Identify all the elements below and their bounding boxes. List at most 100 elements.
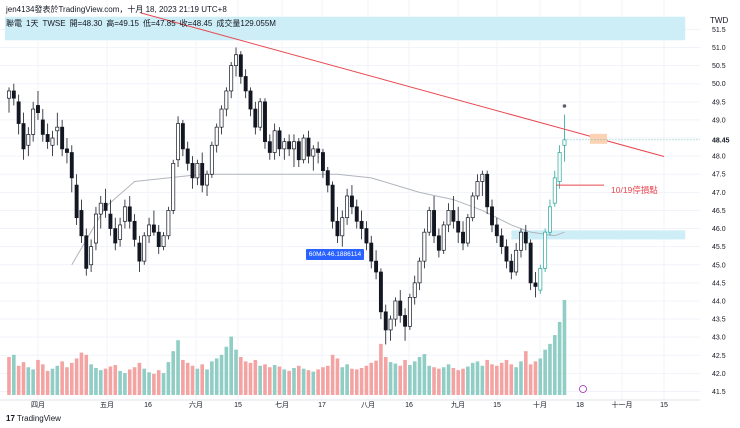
legend-high: 高=49.15 (106, 19, 139, 28)
x-tick-label: 十月 (533, 400, 547, 409)
last-price-label-bg (708, 134, 738, 146)
candle-body (253, 108, 258, 128)
candle-body (166, 210, 171, 237)
volume-bar (485, 359, 489, 395)
x-tick-label: 四月 (31, 401, 45, 409)
candle-body (306, 137, 311, 157)
volume-bar (461, 368, 465, 395)
candle-body (282, 141, 287, 150)
volume-bar (499, 362, 504, 395)
volume-bar (45, 370, 50, 395)
volume-bar (287, 370, 291, 395)
volume-bar (234, 349, 238, 395)
volume-bar (55, 365, 60, 395)
candle-body (205, 173, 209, 186)
candle-body (548, 206, 552, 233)
candle-body (330, 184, 335, 222)
candle-body (171, 163, 176, 211)
trendline[interactable] (140, 12, 665, 157)
candle-body (127, 206, 132, 222)
volume-bar (427, 365, 432, 395)
volume-bar (422, 354, 427, 395)
candle-body (292, 141, 296, 150)
candle-body (7, 90, 11, 99)
candle-body (316, 148, 321, 153)
volume-bar (263, 364, 267, 395)
candle-body (214, 126, 219, 146)
candle-body (393, 300, 398, 320)
candle-body (480, 173, 485, 182)
candle-body (533, 282, 538, 287)
candle-body (499, 235, 504, 248)
trendline-line[interactable] (140, 12, 665, 157)
volume-bar (359, 367, 364, 395)
volume-bar (108, 366, 113, 395)
volume-bar (50, 368, 55, 395)
volume-bar (374, 360, 378, 395)
candle-body (359, 220, 364, 229)
candle-body (301, 137, 306, 161)
candle-body (89, 246, 94, 266)
candle-body (552, 177, 557, 204)
candle-body (21, 123, 26, 150)
tradingview-logo-icon: 17 (6, 414, 15, 423)
volume-bar (132, 367, 137, 395)
candle-body (412, 282, 417, 298)
candle-body (335, 220, 340, 237)
y-tick-label: 42.0 (712, 371, 726, 378)
candle-body (374, 260, 379, 273)
volume-bar (243, 361, 248, 395)
candle-body (103, 202, 108, 211)
tradingview-logo-text: TradingView (16, 414, 61, 423)
candle-body (31, 108, 36, 135)
volume-bar (301, 368, 306, 395)
y-axis[interactable]: 51.551.050.550.049.549.048.548.047.547.0… (708, 27, 738, 396)
volume-bar (84, 354, 89, 395)
volume-bar (379, 343, 383, 395)
volume-bar (557, 321, 562, 395)
candle-body (16, 101, 21, 124)
candle-body (142, 235, 147, 262)
currency-label[interactable]: TWD (710, 16, 729, 25)
volume-bar (156, 370, 161, 395)
moving-average (71, 173, 565, 266)
candle-body (132, 220, 137, 240)
volume-bar (441, 367, 446, 395)
volume-bar (137, 362, 142, 395)
y-tick-label: 45.0 (712, 262, 726, 269)
candle-body (65, 148, 69, 153)
y-tick-label: 42.5 (712, 353, 726, 360)
volume-bar (205, 369, 209, 395)
candle-body (364, 228, 369, 244)
volume-bar (118, 370, 122, 395)
lightning-icon[interactable] (579, 385, 587, 393)
candle-body (122, 206, 127, 222)
volume-bar (21, 362, 26, 395)
volume-bar (166, 362, 171, 395)
candle-body (243, 76, 248, 92)
candle-body (55, 126, 60, 132)
volume-bar (403, 359, 407, 395)
candle-body (84, 235, 89, 269)
candle-body (557, 152, 562, 182)
volume-bar (470, 362, 475, 395)
volume-bar (176, 340, 180, 395)
volume-bar (16, 365, 21, 395)
candle-body (456, 220, 461, 233)
volume-bar (214, 358, 219, 395)
candle-body (93, 213, 98, 244)
candle-body (176, 123, 180, 161)
symbol-legend[interactable]: 聯電 1天 TWSE 開=48.30 高=49.15 低=47.85 收=48.45 成交量1… (6, 18, 280, 29)
y-tick-label: 47.5 (712, 172, 726, 179)
candle-body (369, 242, 374, 262)
volume-bar (335, 358, 340, 395)
candle-body (321, 152, 325, 171)
candle-body (349, 195, 354, 208)
candle-body (40, 119, 45, 135)
volume-bar (562, 300, 567, 395)
tradingview-logo[interactable]: 17 TradingView (6, 414, 61, 423)
price-markers (556, 104, 700, 393)
candle-body (50, 137, 55, 146)
x-axis[interactable]: 四月 五月 16 六月 15 七月 17 八月 16 九月 15 十月 18 十一月 15 (0, 399, 700, 409)
